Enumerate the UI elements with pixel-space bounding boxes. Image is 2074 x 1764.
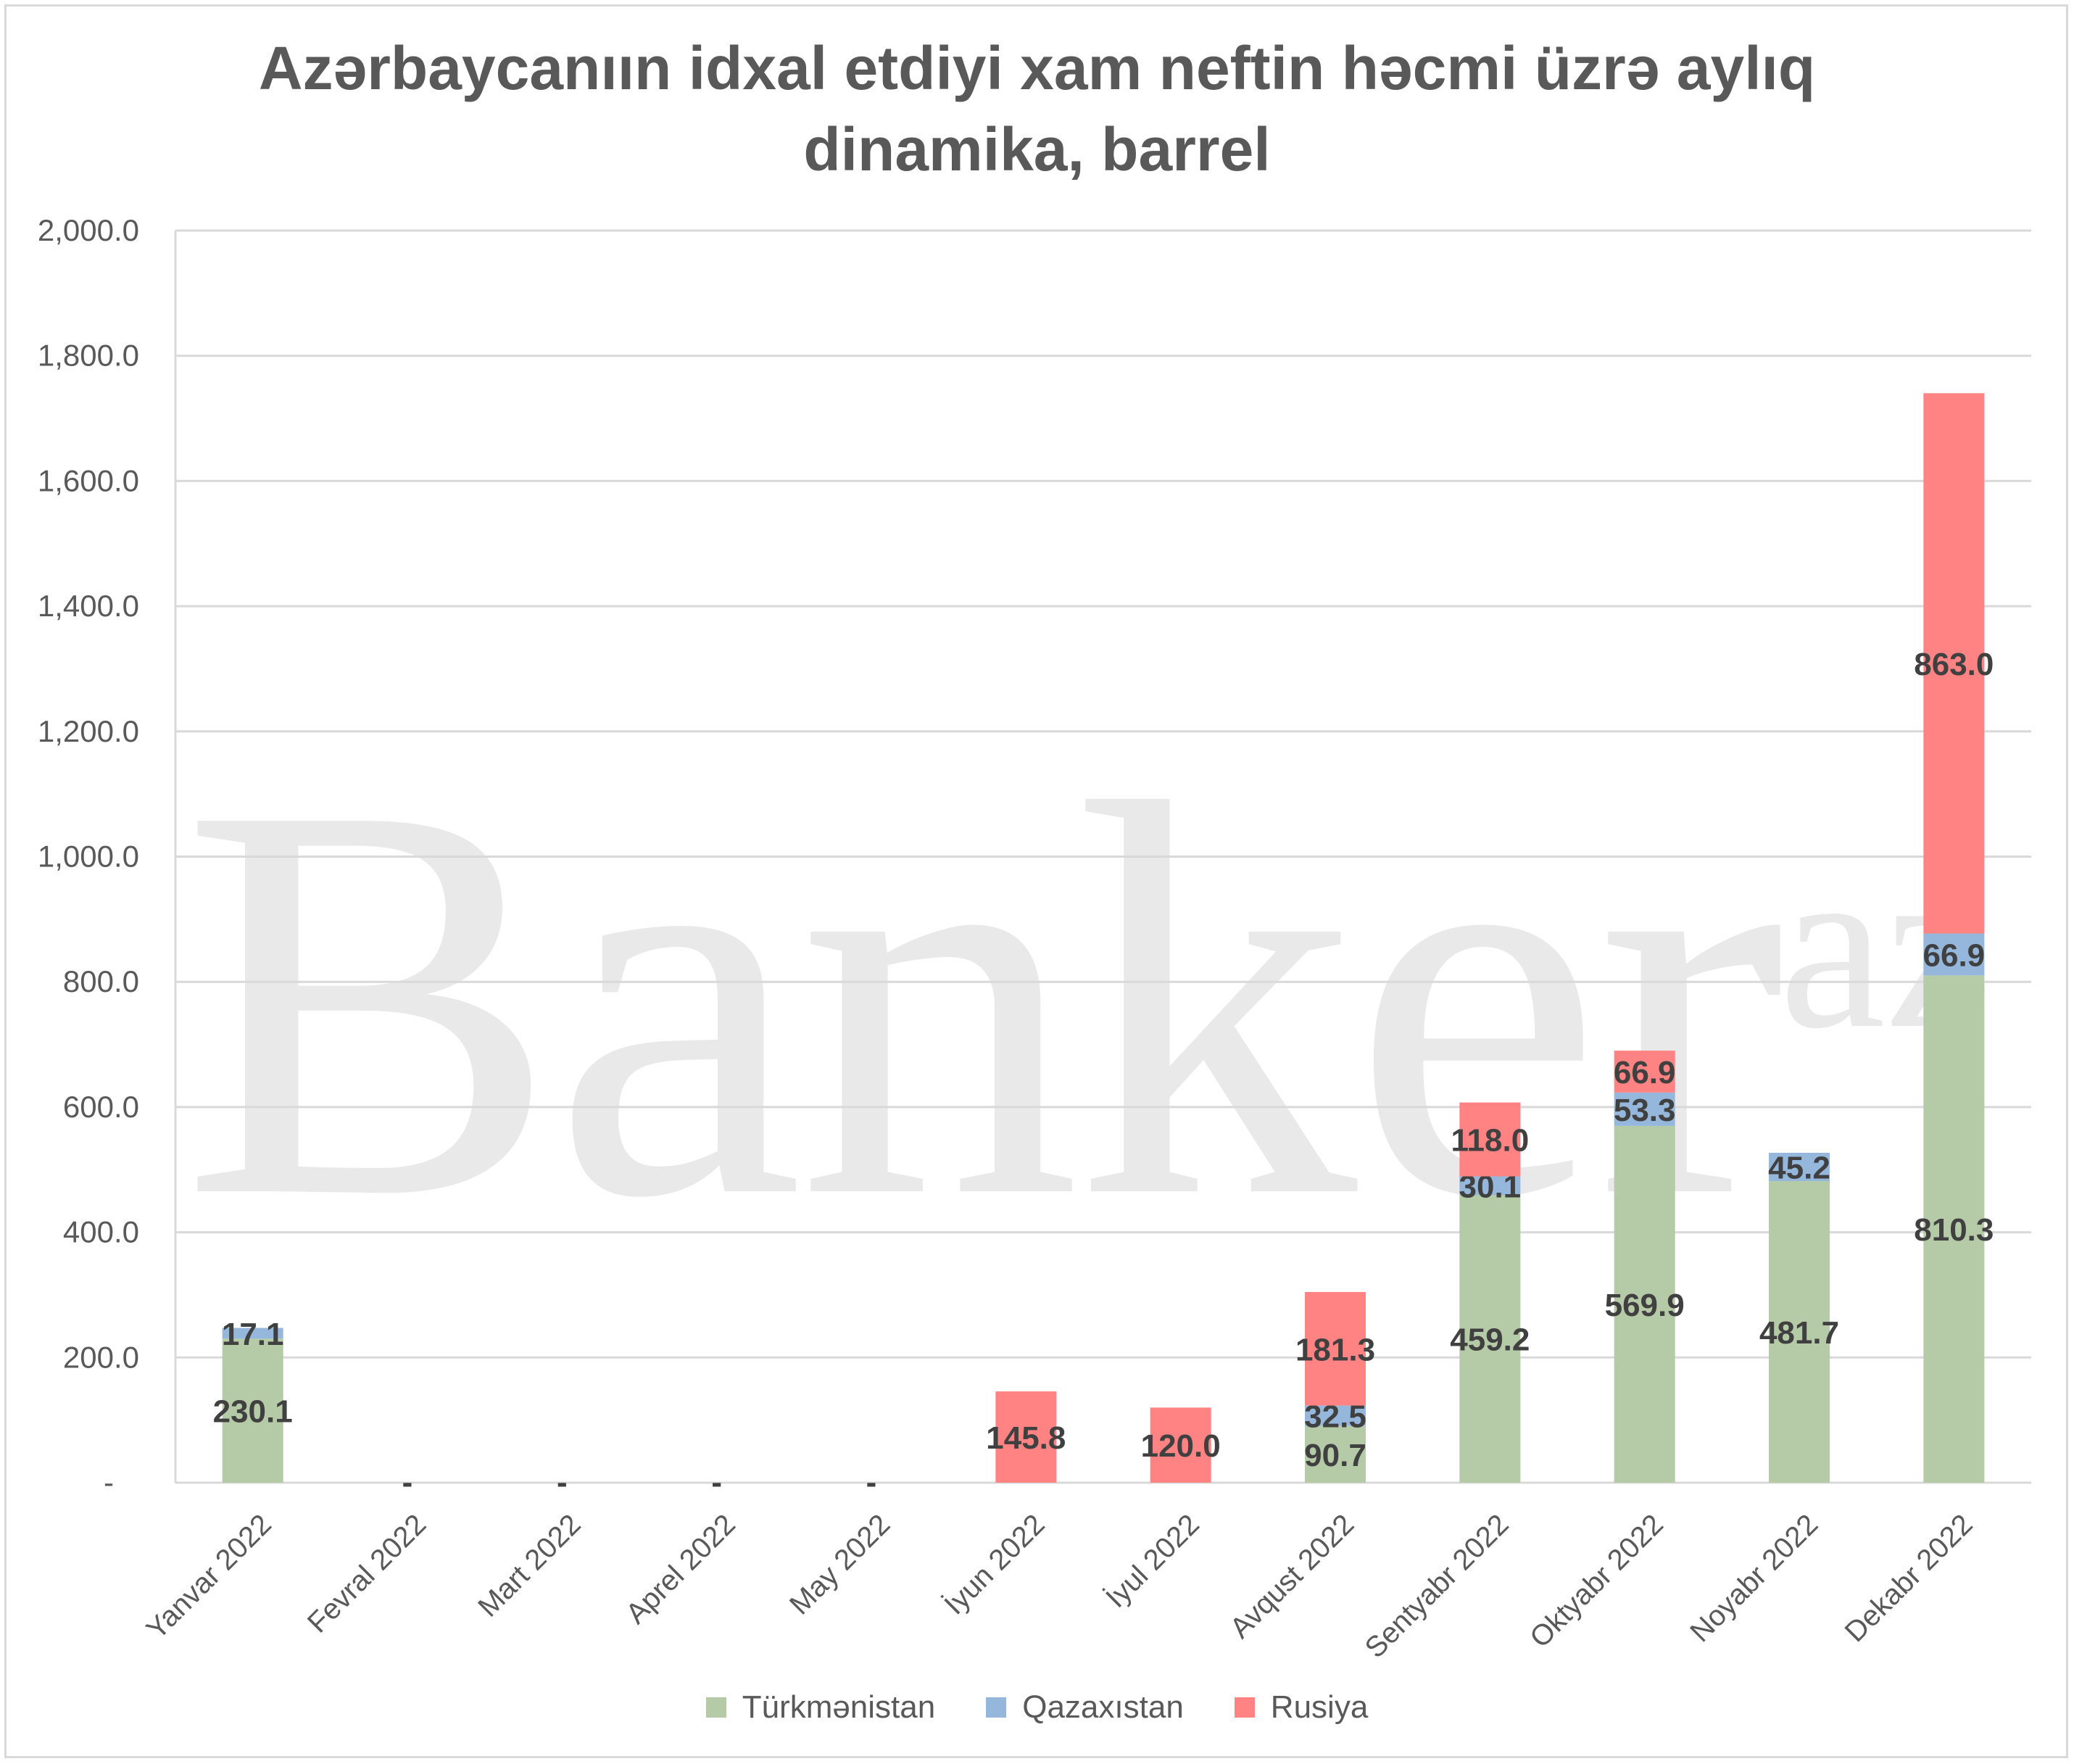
legend-label: Türkmənistan bbox=[742, 1689, 936, 1726]
x-tick-label: İyul 2022 bbox=[1099, 1508, 1206, 1615]
legend-swatch bbox=[1235, 1697, 1255, 1718]
data-label: 90.7 bbox=[1304, 1438, 1366, 1473]
legend-label: Qazaxıstan bbox=[1022, 1689, 1184, 1726]
legend-swatch bbox=[706, 1697, 726, 1718]
x-tick-label: Oktyabr 2022 bbox=[1524, 1508, 1669, 1654]
y-tick-label: 1,400.0 bbox=[38, 589, 139, 623]
legend-label: Rusiya bbox=[1271, 1689, 1369, 1726]
data-label: 810.3 bbox=[1914, 1212, 1994, 1248]
data-label: 45.2 bbox=[1768, 1151, 1830, 1186]
data-label: 145.8 bbox=[986, 1420, 1066, 1456]
x-tick-label: Aprel 2022 bbox=[620, 1508, 742, 1630]
data-label: 66.9 bbox=[1923, 937, 1986, 973]
y-tick-label: 400.0 bbox=[63, 1215, 139, 1249]
data-label: 53.3 bbox=[1614, 1093, 1676, 1128]
data-label: 230.1 bbox=[213, 1394, 293, 1430]
data-label: 481.7 bbox=[1759, 1315, 1839, 1351]
x-tick-label: Mart 2022 bbox=[472, 1508, 586, 1623]
x-tick-label: Noyabr 2022 bbox=[1684, 1508, 1824, 1648]
data-label: 17.1 bbox=[222, 1317, 284, 1352]
x-tick-label: İyun 2022 bbox=[938, 1508, 1051, 1621]
y-tick-label: 200.0 bbox=[63, 1340, 139, 1374]
data-label: 118.0 bbox=[1451, 1123, 1529, 1159]
chart-legend: Türkmənistan Qazaxıstan Rusiya bbox=[0, 1689, 2074, 1726]
chart-plot: - 200.0 400.0 600.0 800.0 1,000.0 1,200.0 1,400… bbox=[0, 0, 2074, 1668]
x-tick-label: Sentyabr 2022 bbox=[1359, 1508, 1515, 1664]
y-tick-label: 1,000.0 bbox=[38, 840, 139, 874]
empty-marker: - bbox=[866, 1465, 877, 1500]
y-tick-label: 1,200.0 bbox=[38, 714, 139, 748]
x-tick-label: Avqust 2022 bbox=[1224, 1508, 1361, 1644]
legend-item: Türkmənistan bbox=[706, 1689, 936, 1726]
x-tick-label: Yanvar 2022 bbox=[141, 1508, 278, 1645]
y-tick-label: 800.0 bbox=[63, 964, 139, 998]
legend-item: Rusiya bbox=[1235, 1689, 1369, 1726]
data-label: 569.9 bbox=[1605, 1288, 1685, 1323]
data-label: 66.9 bbox=[1614, 1055, 1676, 1090]
empty-marker: - bbox=[711, 1465, 722, 1500]
data-label: 459.2 bbox=[1450, 1322, 1530, 1358]
y-tick-label: 600.0 bbox=[63, 1090, 139, 1124]
y-tick-label: 2,000.0 bbox=[38, 213, 139, 247]
x-tick-label: Dekabr 2022 bbox=[1839, 1508, 1979, 1648]
legend-item: Qazaxıstan bbox=[986, 1689, 1184, 1726]
empty-marker: - bbox=[402, 1465, 413, 1500]
empty-marker: - bbox=[557, 1465, 568, 1500]
data-label: 120.0 bbox=[1141, 1428, 1221, 1464]
data-label: 181.3 bbox=[1295, 1332, 1375, 1367]
x-tick-label: May 2022 bbox=[784, 1508, 896, 1620]
y-tick-label: - bbox=[104, 1465, 114, 1499]
y-tick-label: 1,600.0 bbox=[38, 463, 139, 497]
legend-swatch bbox=[986, 1697, 1006, 1718]
y-tick-label: 1,800.0 bbox=[38, 339, 139, 373]
data-label: 863.0 bbox=[1914, 647, 1994, 682]
x-tick-label: Fevral 2022 bbox=[302, 1508, 432, 1639]
